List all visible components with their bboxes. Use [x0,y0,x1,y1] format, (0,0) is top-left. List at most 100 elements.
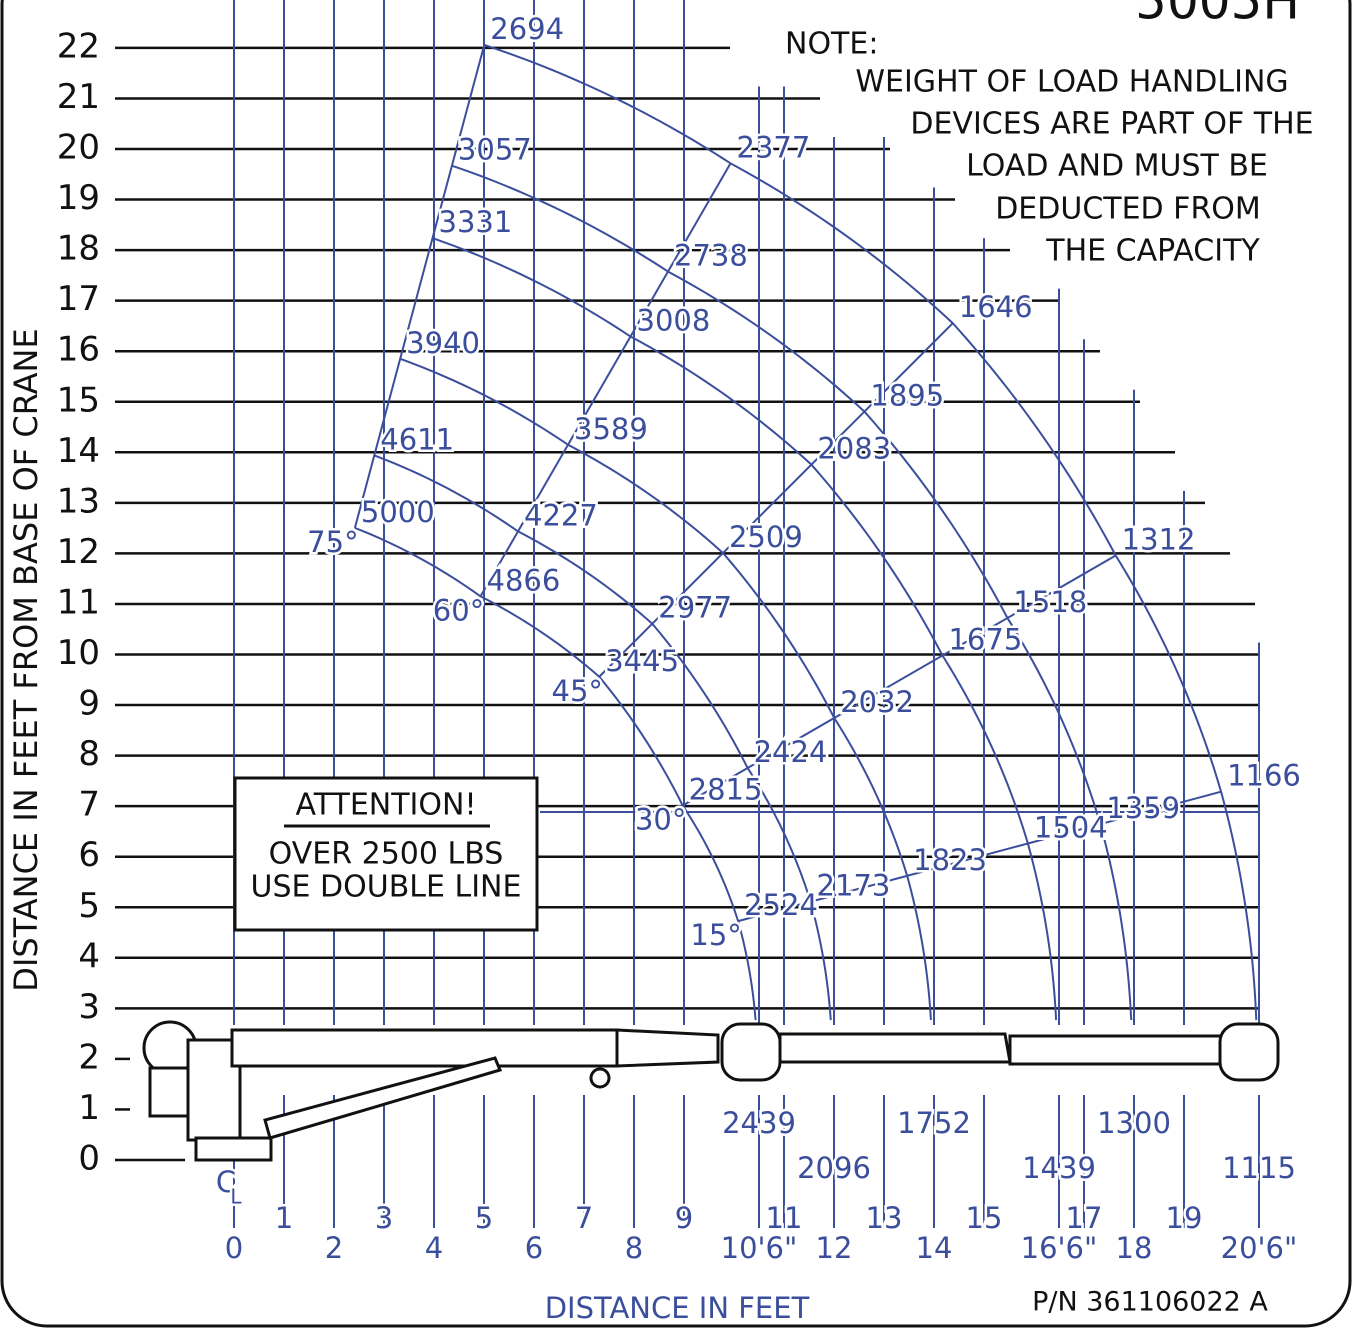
capacity-label: 2032 [840,685,914,719]
x-label: 3 [375,1201,393,1235]
angle-label: 30° [635,803,686,837]
y-label: 12 [57,532,100,572]
capacity-label: 2424 [754,735,828,769]
angle-label: 45° [552,674,603,708]
y-label: 22 [57,26,100,66]
model-title: 5005H [1135,0,1300,31]
y-label: 19 [57,178,100,218]
x-label: 14 [916,1231,953,1265]
capacity-label: 2738 [674,239,748,273]
x-label: 12 [816,1231,853,1265]
y-label: 6 [78,835,100,875]
boom-arc [432,237,1058,1021]
y-label: 11 [57,582,100,622]
y-label: 15 [57,380,100,420]
y-label: 8 [78,734,100,774]
y-label: 14 [57,431,100,471]
capacity-label: 4866 [487,563,561,597]
angle-line [737,790,1222,923]
note-line: DEDUCTED FROM [995,192,1261,227]
y-label: 1 [78,1088,100,1128]
angle-line [353,44,486,529]
capacity-label: 1504 [1034,810,1108,844]
crane-drawing [142,1020,1280,1162]
capacity-label: 2694 [490,12,564,46]
capacity-label: 3589 [574,412,648,446]
part-number: P/N 361106022 A [1032,1287,1268,1318]
angle-label: 60° [433,593,484,627]
attention-box [233,776,539,932]
y-label: 2 [78,1037,100,1077]
angle-line [479,162,732,597]
capacity-label: 2509 [729,520,803,554]
x-label: 2 [325,1231,343,1265]
boom-arc [483,43,1258,1021]
horizontal-capacity: 1300 [1097,1106,1171,1140]
note-heading: NOTE: [785,27,878,62]
horizontal-capacity: 2439 [722,1106,796,1140]
y-label: 16 [57,330,100,370]
y-label: 5 [78,886,100,926]
attention-line: OVER 2500 LBS [269,837,504,872]
note-line: LOAD AND MUST BE [966,149,1268,184]
angle-label: 75° [307,525,358,559]
angle-label: 15° [690,918,741,952]
x-label: 11 [766,1201,803,1235]
capacity-label: 1359 [1106,791,1180,825]
y-label: 18 [57,229,100,269]
y-label: 9 [78,684,100,724]
capacity-label: 3445 [605,644,679,678]
boom-arc [354,526,757,1021]
y-label: 7 [78,785,100,825]
attention-heading: ATTENTION! [296,788,477,823]
x-label: 5 [475,1201,493,1235]
centerline-sub: L [230,1185,242,1209]
y-label: 0 [78,1139,100,1179]
x-label: 6 [525,1231,543,1265]
capacity-label: 3008 [637,304,711,338]
capacity-label: 1312 [1122,523,1196,557]
capacity-label: 3057 [458,133,532,167]
note-line: DEVICES ARE PART OF THE [910,107,1313,142]
capacity-label: 4227 [524,498,598,532]
y-axis-title: DISTANCE IN FEET FROM BASE OF CRANE [7,328,45,991]
x-label: 4 [425,1231,443,1265]
x-label: 9 [675,1201,693,1235]
y-label: 4 [78,936,100,976]
x-label: 15 [966,1201,1003,1235]
capacity-label: 1518 [1013,585,1087,619]
capacity-label: 1166 [1227,759,1301,793]
boom-arc [451,164,1133,1021]
capacity-label: 2377 [737,130,811,164]
capacity-label: 3331 [439,205,513,239]
note-line: THE CAPACITY [1045,234,1260,269]
angle-line [682,554,1117,807]
horizontal-capacity: 1115 [1222,1151,1296,1185]
capacity-label: 5000 [361,495,435,529]
capacity-label: 4611 [380,422,454,456]
y-label: 13 [57,481,100,521]
y-label: 21 [57,77,100,117]
x-label: 7 [575,1201,593,1235]
x-label: 19 [1166,1201,1203,1235]
y-label: 10 [57,633,100,673]
angle-line [598,322,954,678]
capacity-label: 2977 [658,591,732,625]
horizontal-capacity: 1752 [897,1106,971,1140]
capacity-label: 3940 [406,326,480,360]
horizontal-capacity: 2096 [797,1151,871,1185]
x-label: 8 [625,1231,643,1265]
attention-line: USE DOUBLE LINE [251,870,522,905]
capacity-label: 2524 [744,888,818,922]
y-label: 17 [57,279,100,319]
x-label: 10'6" [721,1231,798,1265]
x-label: 1 [275,1201,293,1235]
y-label: 20 [57,128,100,168]
x-label: 16'6" [1021,1231,1098,1265]
capacity-label: 1675 [948,623,1022,657]
note-line: WEIGHT OF LOAD HANDLING [855,65,1288,100]
centerline-symbol: C [216,1165,236,1199]
x-label: 18 [1116,1231,1153,1265]
